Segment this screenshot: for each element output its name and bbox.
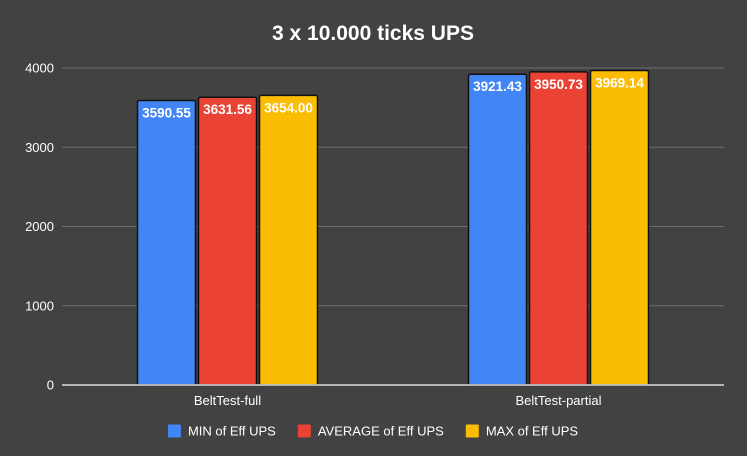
x-category-label: BeltTest-full	[194, 393, 261, 408]
y-tick-label: 0	[47, 378, 54, 393]
y-tick-label: 3000	[25, 140, 54, 155]
data-labels: 3590.55 3631.56 3654.00 3921.43 3950.73 3969.…	[142, 75, 644, 120]
x-category-label: BeltTest-partial	[516, 393, 602, 408]
legend-label: MAX of Eff UPS	[486, 424, 579, 439]
data-label: 3631.56	[203, 102, 252, 117]
y-tick-label: 1000	[25, 298, 54, 313]
legend-swatch	[297, 424, 311, 438]
bar	[258, 94, 319, 386]
y-tick-label: 2000	[25, 219, 54, 234]
bar	[528, 71, 589, 386]
legend-swatch	[167, 424, 181, 438]
legend[interactable]: MIN of Eff UPS AVERAGE of Eff UPS MAX of E…	[167, 424, 579, 439]
x-axis-category-labels: BeltTest-full BeltTest-partial	[194, 393, 602, 408]
data-label: 3654.00	[264, 100, 313, 115]
y-axis-tick-labels: 0 1000 2000 3000 4000	[25, 61, 54, 393]
data-label: 3969.14	[595, 75, 644, 90]
legend-label: AVERAGE of Eff UPS	[318, 424, 444, 439]
legend-swatch	[465, 424, 479, 438]
legend-label: MIN of Eff UPS	[188, 424, 276, 439]
bar	[136, 99, 197, 386]
data-label: 3590.55	[142, 105, 191, 120]
bar	[467, 73, 528, 386]
bar	[197, 96, 258, 386]
y-tick-label: 4000	[25, 61, 54, 76]
data-label: 3921.43	[473, 79, 522, 94]
bar	[589, 69, 650, 386]
chart-title: 3 x 10.000 ticks UPS	[272, 22, 474, 45]
data-label: 3950.73	[534, 77, 583, 92]
